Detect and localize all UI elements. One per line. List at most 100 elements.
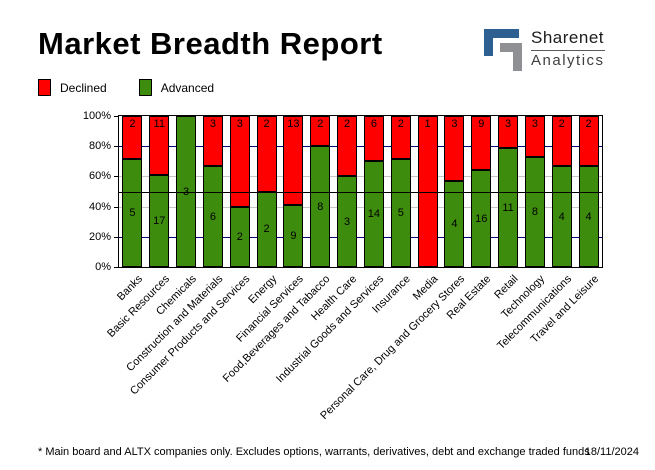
advanced-value: 8 bbox=[317, 200, 324, 213]
bar-financial-services bbox=[283, 116, 304, 267]
advanced-value: 11 bbox=[502, 201, 514, 214]
bar-food-beverages-and-tabacco bbox=[310, 116, 331, 267]
declined-segment bbox=[283, 116, 304, 206]
advanced-segment bbox=[524, 157, 545, 267]
advanced-value: 9 bbox=[290, 230, 297, 243]
bar-retail bbox=[498, 116, 519, 267]
gridline-gray bbox=[119, 176, 602, 178]
y-axis-label: 0% bbox=[95, 261, 111, 273]
advanced-value: 6 bbox=[209, 210, 216, 223]
advanced-swatch bbox=[138, 79, 152, 96]
declined-segment bbox=[390, 116, 411, 160]
sharenet-logo-icon bbox=[484, 29, 522, 71]
advanced-value: 17 bbox=[153, 215, 166, 228]
advanced-value: 2 bbox=[236, 230, 243, 243]
declined-segment bbox=[337, 116, 358, 177]
declined-value: 2 bbox=[397, 118, 404, 130]
advanced-value: 5 bbox=[397, 207, 404, 220]
declined-value: 2 bbox=[263, 118, 270, 130]
bar-banks bbox=[122, 116, 143, 267]
declined-value: 3 bbox=[531, 118, 538, 130]
gridline-gray bbox=[119, 206, 602, 208]
declined-swatch bbox=[38, 79, 51, 96]
declined-segment bbox=[229, 116, 250, 207]
advanced-value: 2 bbox=[263, 223, 270, 236]
advanced-segment bbox=[229, 206, 250, 267]
bar-insurance bbox=[390, 116, 411, 267]
declined-value: 11 bbox=[153, 118, 165, 130]
advanced-value: 8 bbox=[531, 206, 538, 219]
declined-value: 2 bbox=[344, 118, 351, 130]
declined-segment bbox=[202, 116, 223, 167]
declined-value: 6 bbox=[370, 118, 377, 130]
advanced-segment bbox=[283, 205, 304, 267]
declined-segment bbox=[444, 116, 465, 181]
bar-energy bbox=[256, 116, 277, 267]
footnote: * Main board and ALTX companies only. Ex… bbox=[38, 446, 590, 458]
declined-value: 3 bbox=[505, 118, 512, 130]
declined-value: 2 bbox=[558, 118, 565, 130]
logo-divider bbox=[531, 50, 605, 51]
declined-segment bbox=[578, 116, 599, 167]
y-axis-tick bbox=[114, 116, 119, 117]
advanced-segment bbox=[122, 159, 143, 267]
bar-basic-resources bbox=[149, 116, 170, 267]
legend-item-declined: Declined bbox=[38, 79, 107, 96]
bar-consumer-products-and-services bbox=[229, 116, 250, 267]
declined-segment bbox=[256, 116, 277, 192]
advanced-segment bbox=[310, 146, 331, 267]
declined-segment bbox=[498, 116, 519, 149]
y-axis-tick bbox=[114, 146, 119, 148]
y-axis-label: 40% bbox=[88, 200, 111, 213]
declined-value: 3 bbox=[451, 118, 458, 130]
declined-segment bbox=[122, 116, 143, 160]
advanced-value: 3 bbox=[183, 185, 190, 198]
declined-value: 9 bbox=[478, 118, 485, 130]
declined-value: 3 bbox=[209, 118, 216, 130]
advanced-value: 16 bbox=[475, 212, 488, 225]
y-axis-label: 20% bbox=[88, 230, 111, 243]
advanced-value: 14 bbox=[367, 208, 381, 221]
declined-segment bbox=[524, 116, 545, 158]
bar-technology bbox=[524, 116, 545, 267]
declined-value: 1 bbox=[424, 118, 431, 130]
sharenet-logo: Sharenet Analytics bbox=[483, 28, 605, 72]
advanced-value: 4 bbox=[558, 210, 565, 223]
declined-value: 2 bbox=[585, 118, 592, 130]
advanced-segment bbox=[444, 180, 465, 267]
report-date: 18/11/2024 bbox=[584, 446, 639, 458]
y-axis-tick bbox=[114, 206, 119, 208]
advanced-segment bbox=[149, 175, 170, 267]
logo-sub: Analytics bbox=[531, 52, 605, 69]
advanced-segment bbox=[363, 161, 384, 267]
y-axis-label: 80% bbox=[88, 140, 111, 153]
bar-personal-care-drug-and-grocery-stores bbox=[444, 116, 465, 267]
gridline-navy bbox=[119, 146, 602, 148]
declined-segment bbox=[471, 116, 492, 171]
y-axis-tick bbox=[114, 236, 119, 238]
gridline-navy bbox=[119, 236, 602, 238]
sharenet-logo-text: Sharenet Analytics bbox=[531, 28, 605, 70]
legend-item-advanced: Advanced bbox=[138, 79, 214, 96]
advanced-value: 3 bbox=[344, 215, 351, 228]
advanced-value: 4 bbox=[585, 210, 592, 223]
declined-value: 2 bbox=[317, 118, 324, 130]
advanced-value: 5 bbox=[129, 207, 136, 220]
y-axis-tick bbox=[114, 176, 119, 178]
advanced-segment bbox=[498, 148, 519, 267]
bar-health-care bbox=[337, 116, 358, 267]
declined-value: 13 bbox=[287, 118, 300, 130]
advanced-segment bbox=[390, 159, 411, 267]
logo-brand: Sharenet bbox=[531, 28, 604, 47]
page-title: Market Breadth Report bbox=[38, 26, 383, 61]
plot-area: 2 5 Banks 11 17 Basic Resources 3 Chemicals 3 6 Co… bbox=[83, 110, 603, 422]
advanced-segment bbox=[337, 176, 358, 267]
declined-label: Declined bbox=[60, 80, 107, 95]
fifty-percent-line bbox=[119, 191, 602, 193]
legend: Declined Advanced bbox=[38, 79, 246, 96]
bar-industrial-goods-and-services bbox=[363, 116, 384, 267]
declined-value: 3 bbox=[236, 118, 243, 130]
y-axis-tick bbox=[114, 267, 119, 268]
declined-segment bbox=[310, 116, 331, 147]
